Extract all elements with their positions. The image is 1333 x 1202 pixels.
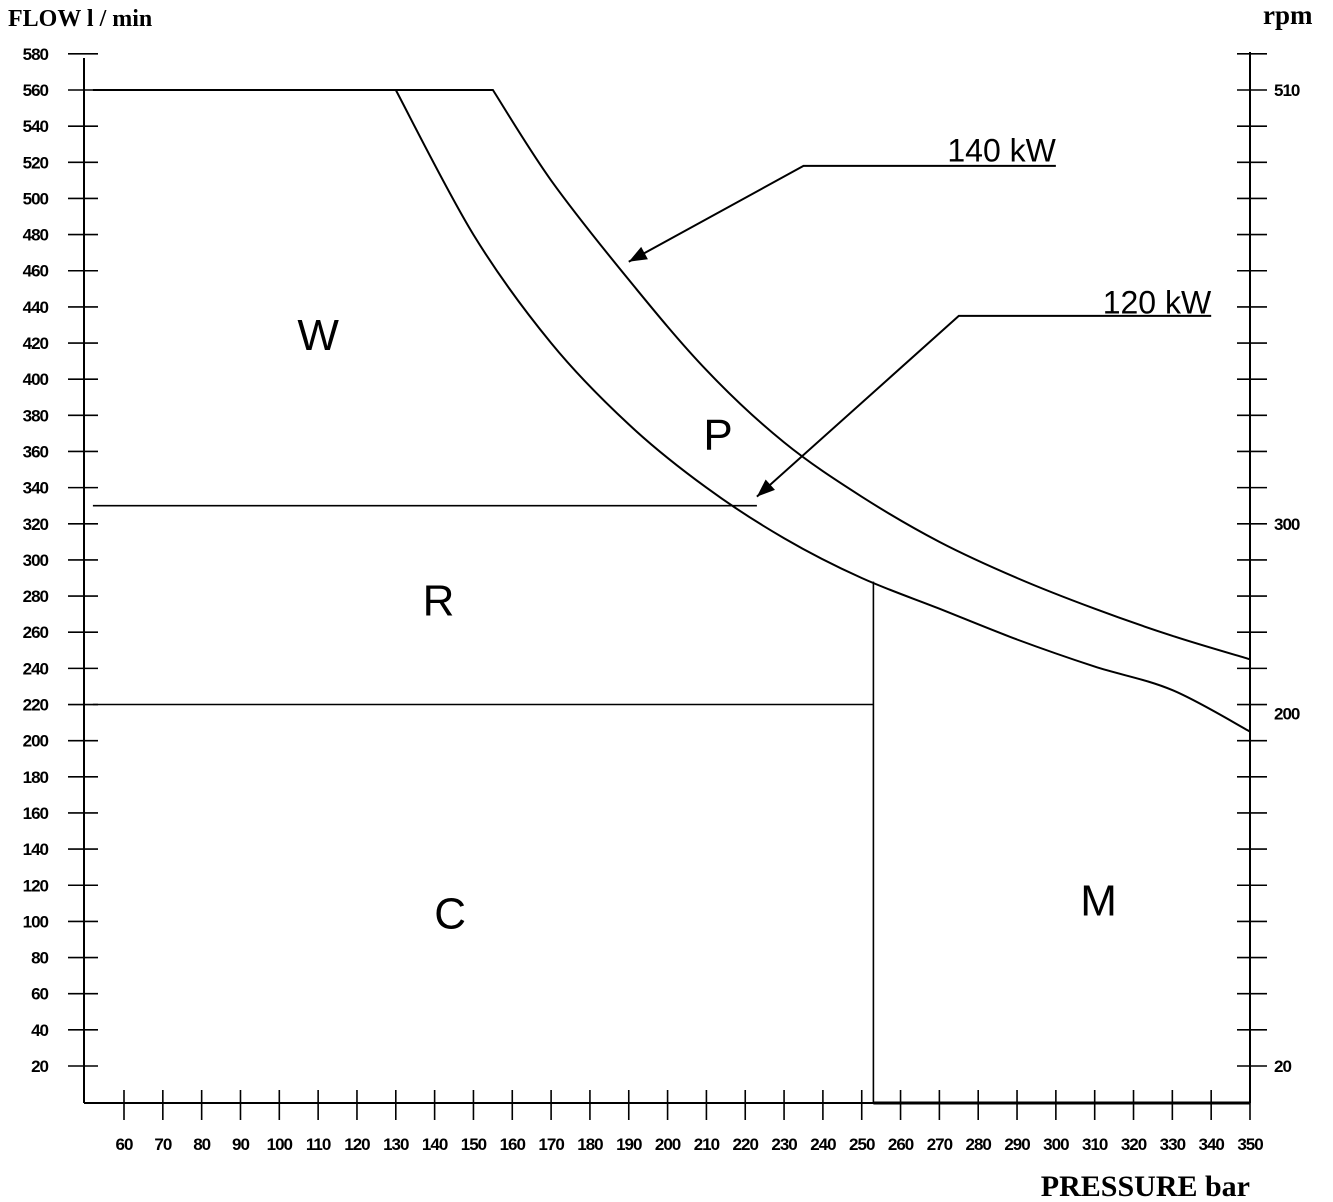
y-tick-label: 580 — [23, 45, 49, 64]
labels: 140 kW 120 kW W P R C M — [297, 133, 1212, 939]
region-label-p: P — [703, 410, 732, 459]
annotation-leader — [628, 164, 1056, 263]
x-tick-label: 140 — [422, 1135, 448, 1154]
x-tick-label: 260 — [888, 1135, 914, 1154]
y-tick-label: 40 — [31, 1021, 48, 1040]
x-tick-label: 290 — [1004, 1135, 1030, 1154]
y-tick-label: 160 — [23, 804, 49, 823]
x-tick-label: 280 — [966, 1135, 992, 1154]
y-tick-label: 180 — [23, 768, 49, 787]
x-tick-label: 70 — [154, 1135, 171, 1154]
y-tick-label: 80 — [31, 949, 48, 968]
power-curves — [92, 89, 1251, 733]
x-tick-label: 300 — [1043, 1135, 1069, 1154]
x-tick-label: 270 — [927, 1135, 953, 1154]
x-tick-label: 250 — [849, 1135, 875, 1154]
y-tick-label: 400 — [23, 370, 49, 389]
region-label-w: W — [297, 311, 339, 360]
x-tick-label: 230 — [771, 1135, 797, 1154]
x-tick-label: 170 — [538, 1135, 564, 1154]
y-axis-title: FLOW l / min — [8, 6, 152, 32]
y-tick-label: 200 — [23, 732, 49, 751]
x-tick-label: 90 — [232, 1135, 249, 1154]
y-tick-label: 100 — [23, 912, 49, 931]
y-tick-label: 120 — [23, 876, 49, 895]
axes: 20 40 60 80 100 120 140 160 180 200 220 240 260 280 30… — [23, 45, 1301, 1154]
x-tick-label: 120 — [344, 1135, 370, 1154]
x-tick-label: 110 — [306, 1135, 331, 1154]
x-tick-label: 200 — [655, 1135, 681, 1154]
x-tick-label: 100 — [267, 1135, 293, 1154]
power-curve-120kw — [394, 89, 1251, 733]
y-tick-label: 460 — [23, 262, 49, 281]
y-tick-label: 220 — [23, 696, 49, 715]
x-tick-label: 130 — [383, 1135, 409, 1154]
y-tick-label: 300 — [23, 551, 49, 570]
x-tick-label: 80 — [193, 1135, 210, 1154]
x-tick-label: 150 — [461, 1135, 487, 1154]
x-tick-label: 60 — [116, 1135, 133, 1154]
arrowhead — [628, 246, 648, 262]
x-tick-label: 160 — [500, 1135, 526, 1154]
y-tick-label: 520 — [23, 153, 49, 172]
region-label-c: C — [434, 889, 466, 938]
y-tick-label: 280 — [23, 587, 49, 606]
x-tick-label: 330 — [1160, 1135, 1186, 1154]
y-tick-label: 20 — [31, 1057, 48, 1076]
x-tick-label: 220 — [733, 1135, 759, 1154]
x-tick-label: 340 — [1198, 1135, 1224, 1154]
region-label-r: R — [423, 577, 455, 626]
y-tick-label: 540 — [23, 117, 49, 136]
y-tick-label: 560 — [23, 81, 49, 100]
right-tick-label: 200 — [1274, 705, 1300, 724]
x-tick-label: 190 — [616, 1135, 642, 1154]
y-tick-label: 480 — [23, 226, 49, 245]
power-label-140kw: 140 kW — [947, 133, 1056, 169]
arrowhead — [756, 479, 775, 497]
y-tick-label: 420 — [23, 334, 49, 353]
y-tick-label: 360 — [23, 442, 49, 461]
right-tick-label: 20 — [1274, 1057, 1291, 1076]
y-tick-label: 500 — [23, 189, 49, 208]
x-tick-label: 320 — [1121, 1135, 1147, 1154]
y-tick-label: 380 — [23, 406, 49, 425]
x-tick-label: 310 — [1082, 1135, 1108, 1154]
right-tick-label: 300 — [1274, 515, 1300, 534]
y-tick-label: 320 — [23, 515, 49, 534]
region-label-m: M — [1080, 877, 1117, 926]
y-tick-label: 260 — [23, 623, 49, 642]
x-tick-label: 180 — [577, 1135, 603, 1154]
y-tick-label: 240 — [23, 659, 49, 678]
right-axis-title: rpm — [1263, 0, 1313, 30]
y-tick-label: 340 — [23, 479, 49, 498]
annotation-leader — [756, 314, 1212, 498]
y-tick-label: 440 — [23, 298, 49, 317]
x-tick-label: 210 — [694, 1135, 720, 1154]
x-axis-title: PRESSURE bar — [1041, 1170, 1250, 1202]
y-tick-label: 140 — [23, 840, 49, 859]
right-tick-label: 510 — [1274, 81, 1300, 100]
x-tick-label: 350 — [1237, 1135, 1263, 1154]
power-curve-140kw — [92, 89, 1251, 661]
x-tick-label: 240 — [810, 1135, 836, 1154]
region-boundaries — [92, 504, 875, 1103]
annotation-arrows — [628, 164, 1212, 498]
power-label-120kw: 120 kW — [1103, 284, 1212, 320]
y-tick-label: 60 — [31, 985, 48, 1004]
